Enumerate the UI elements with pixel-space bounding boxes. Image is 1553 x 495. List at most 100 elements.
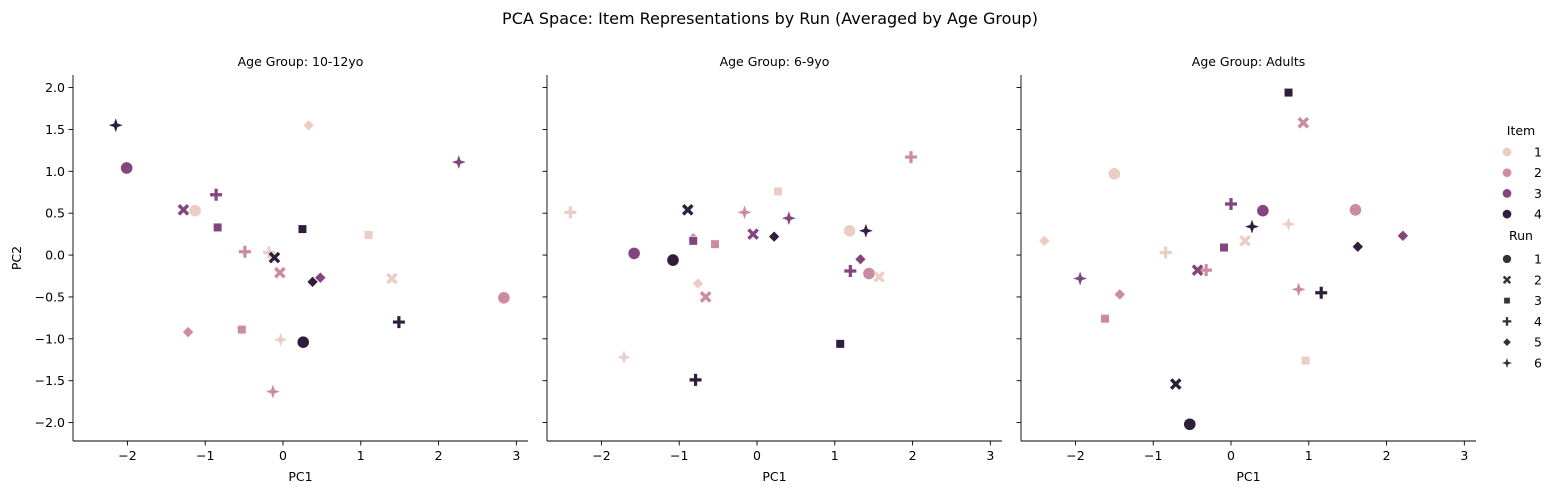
- point-item4-run4: [392, 316, 405, 329]
- legend-item-2: 2: [1502, 165, 1542, 180]
- point-item4-run2: [1169, 378, 1182, 390]
- point-item3-run2: [747, 228, 759, 240]
- x-tick-label: 1: [357, 448, 365, 463]
- panel-10-12yo: Age Group: 10-12yo −2 −1 0 1 2 3 −2.0 −1.5 −1.0 −0…: [9, 54, 528, 484]
- y-tick-label: 2.0: [45, 80, 65, 95]
- x-tick-label: 2: [435, 448, 443, 463]
- x-tick-label: 1: [831, 448, 839, 463]
- point-item3-run5: [854, 253, 867, 266]
- legend-item-1: 1: [1502, 145, 1542, 160]
- y-tick-label: 1.5: [45, 122, 65, 137]
- point-item2-run3: [237, 325, 247, 335]
- point-item4-run6: [1244, 219, 1260, 234]
- point-item3-run5: [1396, 229, 1409, 242]
- legend-run-5: 5: [1502, 335, 1542, 350]
- point-item4-run1: [296, 335, 310, 349]
- point-item4-run4: [1315, 286, 1328, 299]
- panel-title: Age Group: 6-9yo: [720, 54, 830, 69]
- point-item3-run3: [213, 222, 223, 233]
- point-item4-run3: [835, 339, 845, 349]
- panel-title: Age Group: Adults: [1192, 54, 1305, 69]
- point-item4-run3: [297, 224, 308, 234]
- point-item2-run4: [1200, 264, 1213, 277]
- legend-run-label: 6: [1534, 356, 1542, 371]
- point-item1-run5: [691, 277, 704, 290]
- legend-item-swatch: [1502, 188, 1512, 199]
- x-tick-label: −2: [592, 448, 610, 463]
- legend-item-swatch: [1502, 147, 1512, 157]
- legend-run-marker: [1503, 297, 1511, 304]
- y-tick-label: −0.5: [35, 289, 65, 304]
- legend-run-marker: [1502, 254, 1512, 264]
- point-item1-run1: [1107, 167, 1121, 181]
- y-axis-label: PC2: [9, 246, 24, 270]
- point-item4-run5: [306, 275, 319, 288]
- point-item3-run1: [1256, 204, 1270, 218]
- legend-run-title: Run: [1509, 228, 1533, 243]
- x-tick-label: −1: [196, 448, 214, 463]
- legend-item-swatch: [1502, 209, 1512, 220]
- point-item4-run1: [666, 253, 680, 267]
- x-tick-label: −2: [118, 448, 136, 463]
- point-item3-run2: [177, 204, 190, 216]
- point-item2-run3: [1100, 314, 1110, 324]
- point-item3-run5: [314, 271, 327, 284]
- point-item4-run5: [1351, 240, 1364, 253]
- point-item2-run5: [182, 326, 195, 339]
- point-item4-run5: [768, 230, 781, 243]
- x-axis-label: PC1: [762, 469, 786, 484]
- legend-run-marker: [1502, 275, 1512, 284]
- point-item1-run1: [842, 224, 857, 238]
- legend-item-label: 2: [1534, 165, 1542, 180]
- point-item1-run6: [273, 332, 288, 347]
- legend-item-title: Item: [1507, 123, 1535, 138]
- point-item3-run1: [120, 161, 134, 175]
- x-tick-label: 2: [1383, 448, 1391, 463]
- point-item1-run2: [873, 271, 885, 283]
- point-item3-run4: [210, 188, 223, 201]
- point-item4-run2: [268, 251, 281, 264]
- point-item2-run2: [699, 291, 712, 303]
- point-item2-run6: [265, 384, 280, 399]
- point-item4-run4: [689, 373, 702, 386]
- x-tick-label: 3: [1460, 448, 1468, 463]
- y-tick-label: −1.5: [35, 373, 65, 388]
- point-item1-run3: [363, 230, 374, 240]
- y-tick-label: 0.0: [45, 248, 65, 263]
- point-item2-run1: [1348, 203, 1363, 217]
- point-item1-run4: [263, 246, 275, 259]
- legend-run-3: 3: [1503, 293, 1542, 308]
- data-points: [108, 118, 511, 399]
- point-item1-run2: [1239, 235, 1251, 247]
- x-axis-label: PC1: [1236, 469, 1260, 484]
- point-item4-run1: [1183, 417, 1197, 431]
- legend-item-swatch: [1502, 167, 1512, 178]
- x-tick-label: 3: [512, 448, 520, 463]
- point-item3-run6: [781, 211, 796, 226]
- point-item1-run3: [773, 186, 783, 197]
- point-item2-run3: [710, 239, 720, 249]
- y-tick-label: 0.5: [45, 206, 65, 221]
- data-points: [1038, 87, 1409, 431]
- legend-run-label: 2: [1534, 272, 1542, 287]
- panel-6-9yo: Age Group: 6-9yo −2 −1 0 1 2 3 PC1: [542, 54, 1002, 484]
- legend-item-label: 1: [1534, 145, 1542, 160]
- legend-run-6: 6: [1501, 356, 1542, 371]
- legend-run-label: 1: [1534, 252, 1542, 267]
- point-item2-run6: [737, 205, 752, 220]
- point-item2-run5: [1113, 288, 1126, 301]
- point-item3-run1: [627, 246, 641, 260]
- point-item2-run6: [1291, 282, 1306, 297]
- legend-run-marker: [1501, 357, 1513, 369]
- legend-item-4: 4: [1502, 207, 1542, 222]
- x-tick-label: −1: [670, 448, 688, 463]
- legend-item-label: 3: [1534, 186, 1542, 201]
- x-tick-label: 1: [1305, 448, 1313, 463]
- legend-run-marker: [1502, 317, 1512, 326]
- point-item3-run3: [688, 236, 698, 246]
- legend-run-label: 5: [1534, 335, 1542, 350]
- x-tick-label: 0: [1227, 448, 1235, 463]
- data-points: [564, 151, 917, 386]
- point-item2-run4: [905, 151, 917, 164]
